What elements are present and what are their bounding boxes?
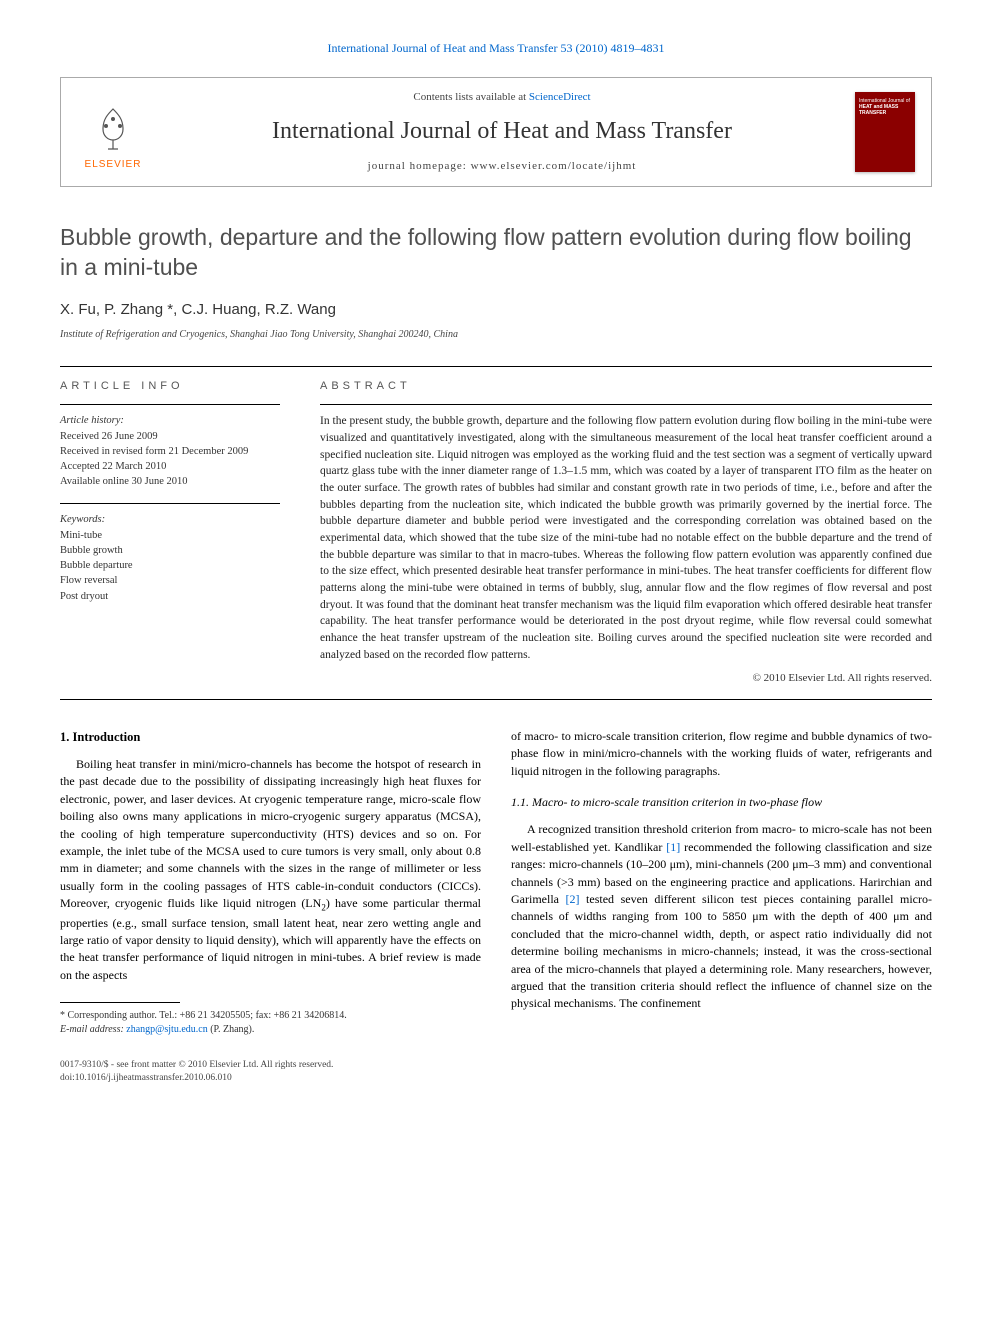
keyword-3: Flow reversal bbox=[60, 573, 280, 588]
front-matter-line: 0017-9310/$ - see front matter © 2010 El… bbox=[60, 1059, 932, 1072]
footnote-corr: * Corresponding author. Tel.: +86 21 342… bbox=[60, 1009, 481, 1023]
doi-line: doi:10.1016/j.ijheatmasstransfer.2010.06… bbox=[60, 1072, 932, 1085]
intro-heading: 1. Introduction bbox=[60, 728, 481, 746]
divider-top bbox=[60, 366, 932, 367]
history-online: Available online 30 June 2010 bbox=[60, 474, 280, 489]
article-title: Bubble growth, departure and the followi… bbox=[60, 223, 932, 283]
abstract-text: In the present study, the bubble growth,… bbox=[320, 413, 932, 663]
info-divider-2 bbox=[60, 503, 280, 504]
keyword-2: Bubble departure bbox=[60, 558, 280, 573]
elsevier-wordmark: ELSEVIER bbox=[85, 158, 142, 172]
keyword-1: Bubble growth bbox=[60, 543, 280, 558]
history-received: Received 26 June 2009 bbox=[60, 429, 280, 444]
article-history-block: Article history: Received 26 June 2009 R… bbox=[60, 413, 280, 489]
abstract-head: ABSTRACT bbox=[320, 379, 932, 394]
keyword-0: Mini-tube bbox=[60, 528, 280, 543]
homepage-prefix: journal homepage: bbox=[368, 160, 471, 172]
body-two-column: 1. Introduction Boiling heat transfer in… bbox=[60, 728, 932, 1037]
footnote-email-line: E-mail address: zhangp@sjtu.edu.cn (P. Z… bbox=[60, 1023, 481, 1037]
article-info-column: ARTICLE INFO Article history: Received 2… bbox=[60, 379, 280, 687]
elsevier-logo: ELSEVIER bbox=[77, 92, 149, 172]
homepage-url: www.elsevier.com/locate/ijhmt bbox=[471, 160, 637, 172]
intro-p1a: Boiling heat transfer in mini/micro-chan… bbox=[60, 757, 481, 910]
reference-link-1[interactable]: [1] bbox=[666, 840, 680, 854]
email-suffix: (P. Zhang). bbox=[208, 1024, 255, 1035]
contents-prefix: Contents lists available at bbox=[413, 91, 528, 103]
authors-line: X. Fu, P. Zhang *, C.J. Huang, R.Z. Wang bbox=[60, 299, 932, 320]
corresponding-email-link[interactable]: zhangp@sjtu.edu.cn bbox=[126, 1024, 207, 1035]
journal-citation-header: International Journal of Heat and Mass T… bbox=[60, 40, 932, 57]
article-info-head: ARTICLE INFO bbox=[60, 379, 280, 394]
col2-continuation: of macro- to micro-scale transition crit… bbox=[511, 728, 932, 780]
affiliation: Institute of Refrigeration and Cryogenic… bbox=[60, 328, 932, 342]
info-divider-1 bbox=[60, 404, 280, 405]
keyword-4: Post dryout bbox=[60, 589, 280, 604]
corresponding-author-footnote: * Corresponding author. Tel.: +86 21 342… bbox=[60, 1009, 481, 1037]
sub11-p1c: tested seven different silicon test piec… bbox=[511, 892, 932, 1010]
history-title: Article history: bbox=[60, 413, 280, 428]
elsevier-tree-icon bbox=[88, 104, 138, 154]
abstract-copyright: © 2010 Elsevier Ltd. All rights reserved… bbox=[320, 671, 932, 686]
cover-label: International Journal of HEAT and MASS T… bbox=[859, 98, 911, 116]
abstract-divider bbox=[320, 404, 932, 405]
journal-name: International Journal of Heat and Mass T… bbox=[169, 115, 835, 149]
reference-link-2[interactable]: [2] bbox=[566, 892, 580, 906]
keywords-title: Keywords: bbox=[60, 512, 280, 527]
body-column-right: of macro- to micro-scale transition crit… bbox=[511, 728, 932, 1037]
journal-header-box: ELSEVIER Contents lists available at Sci… bbox=[60, 77, 932, 187]
contents-available-line: Contents lists available at ScienceDirec… bbox=[169, 90, 835, 105]
email-label: E-mail address: bbox=[60, 1024, 126, 1035]
body-column-left: 1. Introduction Boiling heat transfer in… bbox=[60, 728, 481, 1037]
divider-bottom bbox=[60, 699, 932, 700]
intro-paragraph-1: Boiling heat transfer in mini/micro-chan… bbox=[60, 756, 481, 984]
history-accepted: Accepted 22 March 2010 bbox=[60, 459, 280, 474]
abstract-column: ABSTRACT In the present study, the bubbl… bbox=[320, 379, 932, 687]
header-center: Contents lists available at ScienceDirec… bbox=[169, 90, 835, 174]
info-abstract-row: ARTICLE INFO Article history: Received 2… bbox=[60, 379, 932, 687]
journal-cover-thumbnail: International Journal of HEAT and MASS T… bbox=[855, 92, 915, 172]
journal-homepage-line: journal homepage: www.elsevier.com/locat… bbox=[169, 159, 835, 174]
footnote-separator bbox=[60, 1002, 180, 1003]
history-revised: Received in revised form 21 December 200… bbox=[60, 444, 280, 459]
sciencedirect-link[interactable]: ScienceDirect bbox=[529, 91, 591, 103]
cover-label-line3: TRANSFER bbox=[859, 110, 911, 116]
subsection-1-1-heading: 1.1. Macro- to micro-scale transition cr… bbox=[511, 794, 932, 811]
keywords-block: Keywords: Mini-tube Bubble growth Bubble… bbox=[60, 512, 280, 603]
journal-citation-link[interactable]: International Journal of Heat and Mass T… bbox=[328, 41, 665, 55]
subsection-1-1-paragraph: A recognized transition threshold criter… bbox=[511, 821, 932, 1012]
bottom-metadata: 0017-9310/$ - see front matter © 2010 El… bbox=[60, 1059, 932, 1086]
